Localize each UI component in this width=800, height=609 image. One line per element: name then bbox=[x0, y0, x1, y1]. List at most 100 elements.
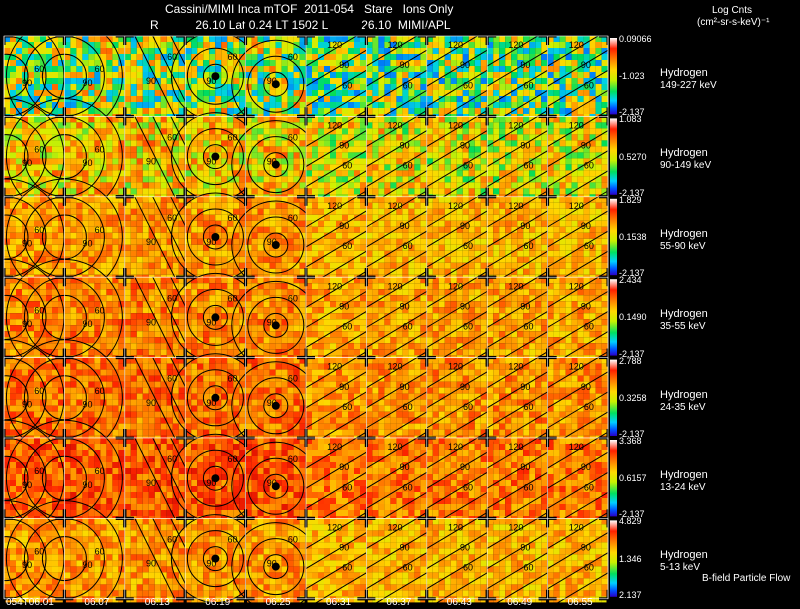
heatmap-cell bbox=[197, 176, 204, 183]
heatmap-cell bbox=[112, 301, 119, 308]
heatmap-cell bbox=[40, 208, 46, 215]
heatmap-cell bbox=[88, 214, 95, 221]
heatmap-cell bbox=[46, 182, 52, 189]
heatmap-cell bbox=[130, 256, 137, 263]
heatmap-cell bbox=[148, 202, 155, 209]
heatmap-cell bbox=[209, 182, 216, 189]
heatmap-cell bbox=[221, 220, 228, 227]
heatmap-cell bbox=[583, 116, 590, 123]
heatmap-cell bbox=[239, 60, 246, 66]
contour-label: 90 bbox=[267, 76, 277, 86]
heatmap-cell bbox=[269, 128, 276, 135]
heatmap-cell bbox=[553, 208, 560, 215]
heatmap-cell bbox=[426, 122, 433, 129]
heatmap-cell bbox=[239, 72, 246, 78]
heatmap-cell bbox=[275, 268, 282, 275]
heatmap-cell bbox=[342, 226, 348, 233]
heatmap-cell bbox=[511, 250, 518, 257]
heatmap-cell bbox=[263, 176, 270, 183]
heatmap-cell bbox=[257, 170, 264, 177]
heatmap-cell bbox=[148, 146, 155, 153]
heatmap-cell bbox=[52, 78, 58, 84]
heatmap-cell bbox=[64, 152, 71, 159]
heatmap-cell bbox=[402, 36, 409, 42]
heatmap-cell bbox=[10, 84, 16, 90]
heatmap-cell bbox=[154, 188, 161, 195]
heatmap-cell bbox=[106, 152, 113, 159]
heatmap-cell bbox=[10, 164, 16, 171]
heatmap-cell bbox=[474, 42, 481, 48]
heatmap-cell bbox=[197, 220, 204, 227]
heatmap-cell bbox=[318, 262, 324, 269]
heatmap-cell bbox=[160, 48, 167, 54]
heatmap-cell bbox=[601, 202, 608, 209]
heatmap-cell bbox=[499, 238, 506, 245]
heatmap-cell bbox=[154, 176, 161, 183]
heatmap-cell bbox=[10, 182, 16, 189]
heatmap-cell bbox=[287, 96, 294, 102]
heatmap-cell bbox=[28, 116, 34, 123]
contour-line bbox=[547, 150, 609, 188]
heatmap-cell bbox=[390, 238, 397, 245]
heatmap-cell bbox=[100, 220, 107, 227]
heatmap-cell bbox=[487, 226, 494, 233]
heatmap-cell bbox=[46, 202, 52, 209]
heatmap-cell bbox=[541, 232, 548, 239]
heatmap-cell bbox=[517, 158, 524, 165]
heatmap-cell bbox=[426, 36, 433, 42]
heatmap-cell bbox=[583, 122, 590, 129]
heatmap-cell bbox=[28, 140, 34, 147]
heatmap-cell bbox=[227, 42, 234, 48]
contour-label: 60 bbox=[463, 161, 473, 171]
heatmap-cell bbox=[275, 108, 282, 114]
heatmap-cell bbox=[112, 208, 119, 215]
heatmap-cell bbox=[172, 90, 179, 96]
heatmap-cell bbox=[239, 214, 246, 221]
heatmap-cell bbox=[553, 250, 560, 257]
heatmap-cell bbox=[142, 84, 149, 90]
heatmap-cell bbox=[76, 208, 83, 215]
heatmap-cell bbox=[215, 108, 222, 114]
heatmap-cell bbox=[94, 196, 101, 203]
heatmap-cell bbox=[160, 170, 167, 177]
heatmap-cell bbox=[529, 54, 536, 60]
heatmap-cell bbox=[505, 164, 512, 171]
heatmap-cell bbox=[318, 238, 324, 245]
heatmap-cell bbox=[281, 158, 288, 165]
heatmap-cell bbox=[136, 60, 143, 66]
heatmap-cell bbox=[178, 72, 185, 78]
heatmap-cell bbox=[221, 202, 228, 209]
heatmap-cell bbox=[426, 268, 433, 275]
heatmap-cell bbox=[420, 54, 427, 60]
heatmap-cell bbox=[378, 146, 385, 153]
heatmap-cell bbox=[535, 268, 542, 275]
heatmap-cell bbox=[251, 66, 258, 72]
heatmap-cell bbox=[553, 152, 560, 159]
heatmap-cell bbox=[571, 96, 578, 102]
heatmap-cell bbox=[106, 42, 113, 48]
heatmap-cell bbox=[474, 232, 481, 239]
heatmap-cell bbox=[106, 176, 113, 183]
heatmap-cell bbox=[541, 188, 548, 195]
heatmap-cell bbox=[553, 170, 560, 177]
heatmap-cell bbox=[203, 196, 210, 203]
heatmap-cell bbox=[474, 164, 481, 171]
heatmap-cell bbox=[511, 268, 518, 275]
heatmap-cell bbox=[124, 122, 131, 129]
heatmap-cell bbox=[468, 54, 475, 60]
heatmap-cell bbox=[118, 337, 125, 344]
heatmap-cell bbox=[82, 90, 89, 96]
heatmap-cell bbox=[354, 256, 360, 263]
contour-label: 60 bbox=[34, 225, 44, 235]
heatmap-cell bbox=[324, 202, 330, 209]
heatmap-cell bbox=[64, 72, 71, 78]
heatmap-cell bbox=[203, 158, 210, 165]
heatmap-cell bbox=[468, 84, 475, 90]
heatmap-cell bbox=[535, 256, 542, 263]
heatmap-cell bbox=[450, 226, 457, 233]
heatmap-cell bbox=[263, 122, 270, 129]
heatmap-cell bbox=[160, 60, 167, 66]
heatmap-cell bbox=[100, 277, 107, 284]
heatmap-cell bbox=[88, 54, 95, 60]
heatmap-cell bbox=[58, 48, 64, 54]
